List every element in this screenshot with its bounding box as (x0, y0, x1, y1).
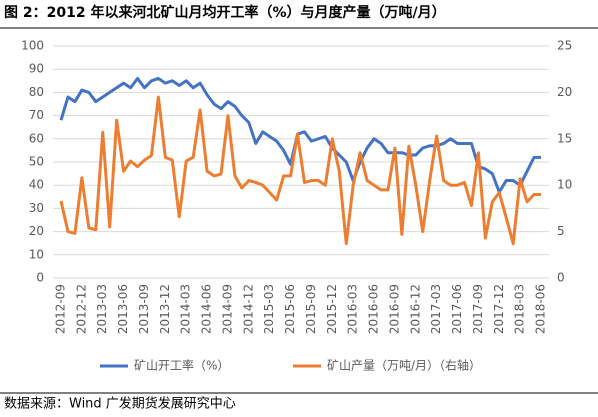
y2-tick-label: 25 (557, 39, 572, 53)
y-tick-label: 40 (29, 178, 44, 192)
x-tick-label: 2016-12 (408, 284, 422, 334)
y-tick-label: 50 (29, 155, 44, 169)
x-tick-label: 2013-12 (158, 284, 172, 334)
legend-label: 矿山产量（万吨/月）（右轴） (327, 358, 481, 373)
y2-tick-label: 5 (557, 224, 565, 238)
x-tick-label: 2012-12 (74, 284, 88, 334)
source: 数据来源：Wind 广发期货发展研究中心 (4, 396, 236, 412)
chart-title: 图 2：2012 年以来河北矿山月均开工率（%）与月度产量（万吨/月） (4, 4, 446, 21)
x-tick-label: 2017-09 (471, 284, 485, 334)
x-tick-label: 2012-09 (54, 284, 68, 334)
x-tick-label: 2018-03 (513, 284, 527, 334)
x-tick-label: 2013-06 (116, 284, 130, 334)
x-tick-label: 2014-06 (200, 284, 214, 334)
x-tick-label: 2014-03 (179, 284, 193, 334)
y2-tick-label: 15 (557, 131, 572, 145)
y-tick-label: 80 (29, 85, 44, 99)
x-tick-label: 2017-12 (492, 284, 506, 334)
x-tick-label: 2013-09 (137, 284, 151, 334)
y-tick-label: 10 (29, 247, 44, 261)
y-tick-label: 20 (29, 224, 44, 238)
x-tick-label: 2016-06 (367, 284, 381, 334)
x-tick-label: 2018-06 (534, 284, 548, 334)
x-tick-label: 2013-03 (95, 284, 109, 334)
x-tick-label: 2017-06 (450, 284, 464, 334)
x-tick-label: 2015-12 (325, 284, 339, 334)
y-tick-label: 70 (29, 108, 44, 122)
x-tick-label: 2014-09 (220, 284, 234, 334)
y2-tick-label: 10 (557, 178, 572, 192)
y-tick-label: 0 (36, 271, 44, 285)
y2-tick-label: 0 (557, 271, 565, 285)
x-tick-label: 2016-09 (387, 284, 401, 334)
y-tick-label: 30 (29, 201, 44, 215)
y-tick-label: 90 (29, 62, 44, 76)
x-tick-label: 2015-09 (304, 284, 318, 334)
y-tick-label: 60 (29, 131, 44, 145)
y-tick-label: 100 (21, 39, 44, 53)
x-tick-label: 2017-03 (429, 284, 443, 334)
y2-tick-label: 20 (557, 85, 572, 99)
series-line (59, 76, 541, 194)
x-tick-label: 2014-12 (241, 284, 255, 334)
series-line (59, 95, 541, 246)
x-tick-label: 2016-03 (346, 284, 360, 334)
x-tick-label: 2015-03 (262, 284, 276, 334)
legend-label: 矿山开工率（%） (134, 358, 229, 373)
x-tick-label: 2015-06 (283, 284, 297, 334)
